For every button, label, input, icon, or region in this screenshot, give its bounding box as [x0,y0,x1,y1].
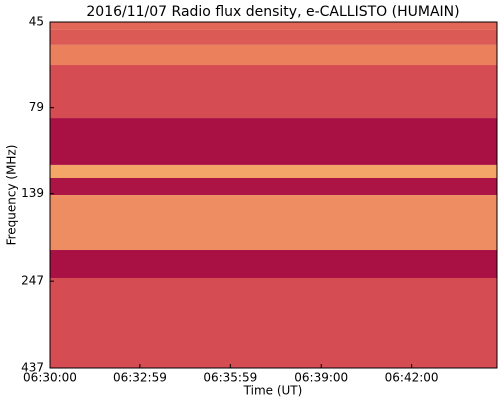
heat-band [50,118,497,165]
heat-band [50,65,497,119]
heat-band [50,44,497,66]
x-tick-label: 06:30:00 [23,371,77,385]
y-tick-label: 45 [29,15,44,29]
heat-band [50,195,497,251]
heat-band [50,29,497,45]
y-tick-label: 437 [21,361,44,375]
x-tick-label: 06:32:59 [113,371,167,385]
chart-title: 2016/11/07 Radio flux density, e-CALLIST… [86,4,459,20]
y-axis-label: Frequency (MHz) [5,145,19,246]
heat-band [50,22,497,30]
heat-band [50,164,497,178]
heat-band [50,250,497,278]
y-tick-label: 247 [21,274,44,288]
x-axis-label: Time (UT) [243,384,303,398]
y-tick-label: 79 [29,100,44,114]
heat-band [50,277,497,368]
heat-band [50,177,497,196]
x-tick-label: 06:42:00 [385,371,439,385]
x-tick-label: 06:35:59 [203,371,257,385]
x-tick-label: 06:39:00 [294,371,348,385]
plot-frame [49,21,498,369]
y-tick-label: 139 [21,186,44,200]
